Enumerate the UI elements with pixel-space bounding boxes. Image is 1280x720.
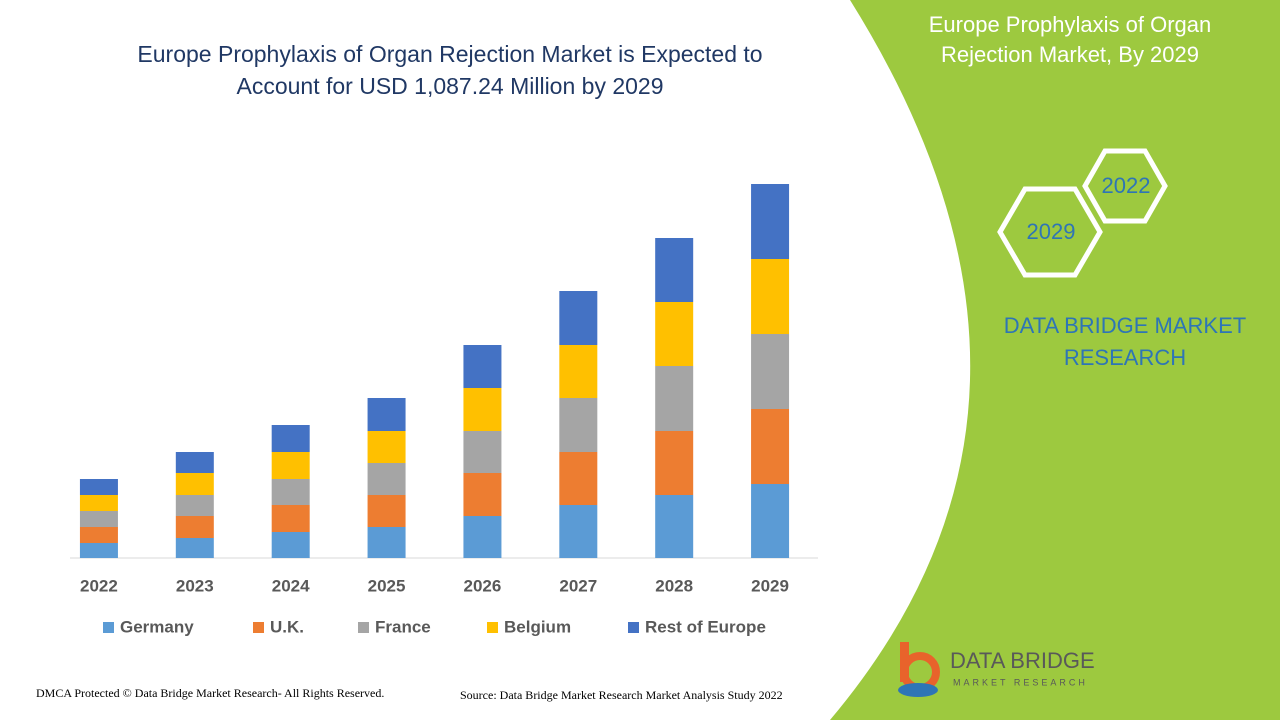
bar-segment: [559, 452, 598, 505]
bar-segment: [271, 532, 310, 558]
bar-segment: [655, 302, 694, 366]
bar-segment: [367, 398, 406, 431]
bar-segment: [559, 291, 598, 345]
legend-label: Belgium: [504, 617, 571, 636]
legend-label: France: [375, 617, 431, 636]
bar-segment: [367, 527, 406, 558]
copyright: DMCA Protected © Data Bridge Market Rese…: [36, 686, 385, 700]
source: Source: Data Bridge Market Research Mark…: [460, 688, 783, 702]
bar-segment: [463, 345, 502, 388]
bar-segment: [79, 527, 118, 543]
bar-segment: [655, 366, 694, 431]
brand-text: DATA BRIDGE MARKET RESEARCH: [1003, 313, 1247, 370]
bar-segment: [655, 238, 694, 302]
bar-segment: [79, 495, 118, 511]
bar-segment: [271, 425, 310, 452]
legend-label: Rest of Europe: [645, 617, 766, 636]
bar-segment: [463, 431, 502, 473]
legend-swatch: [487, 622, 498, 633]
bar-segment: [79, 511, 118, 527]
bar-segment: [175, 495, 214, 516]
bar-segment: [175, 538, 214, 558]
legend-swatch: [628, 622, 639, 633]
bar-segment: [175, 516, 214, 538]
legend-label: U.K.: [270, 617, 304, 636]
x-tick-label: 2022: [80, 576, 118, 595]
legend-swatch: [358, 622, 369, 633]
x-tick-label: 2024: [272, 576, 310, 595]
panel-title: Europe Prophylaxis of Organ Rejection Ma…: [928, 12, 1212, 67]
x-tick-label: 2025: [368, 576, 406, 595]
bar-segment: [271, 452, 310, 479]
bar-segment: [559, 398, 598, 452]
x-tick-label: 2027: [559, 576, 597, 595]
bar-segment: [271, 505, 310, 532]
bar-segment: [367, 463, 406, 495]
logo-name: DATA BRIDGE: [950, 648, 1095, 673]
x-tick-label: 2023: [176, 576, 214, 595]
bar-segment: [751, 484, 790, 558]
chart-title: Europe Prophylaxis of Organ Rejection Ma…: [137, 41, 763, 99]
legend-swatch: [103, 622, 114, 633]
logo-icon: [898, 642, 940, 697]
bar-segment: [463, 388, 502, 431]
hex-label: 2029: [1027, 219, 1076, 244]
hexagon: [1082, 148, 1168, 224]
bar-segment: [79, 479, 118, 495]
bar-segment: [175, 473, 214, 495]
bar-segment: [559, 505, 598, 558]
bar-segment: [367, 431, 406, 463]
logo-shape: [898, 683, 938, 697]
side-panel: [830, 0, 1280, 720]
bar-segment: [655, 495, 694, 558]
bar-segment: [463, 516, 502, 558]
legend-swatch: [253, 622, 264, 633]
bar-segment: [271, 479, 310, 505]
x-tick-label: 2029: [751, 576, 789, 595]
bar-segment: [751, 259, 790, 334]
bar-segment: [79, 543, 118, 558]
legend-label: Germany: [120, 617, 194, 636]
bar-segment: [751, 184, 790, 259]
bar-segment: [751, 334, 790, 409]
bar-segment: [463, 473, 502, 516]
hexagon: [997, 186, 1103, 278]
hex-label: 2022: [1102, 173, 1151, 198]
bar-segment: [559, 345, 598, 398]
bar-segment: [751, 409, 790, 484]
bar-segment: [175, 452, 214, 473]
bar-segment: [655, 431, 694, 495]
bar-segment: [367, 495, 406, 527]
logo-tagline: MARKET RESEARCH: [953, 677, 1088, 687]
x-tick-label: 2026: [464, 576, 502, 595]
x-tick-label: 2028: [655, 576, 693, 595]
